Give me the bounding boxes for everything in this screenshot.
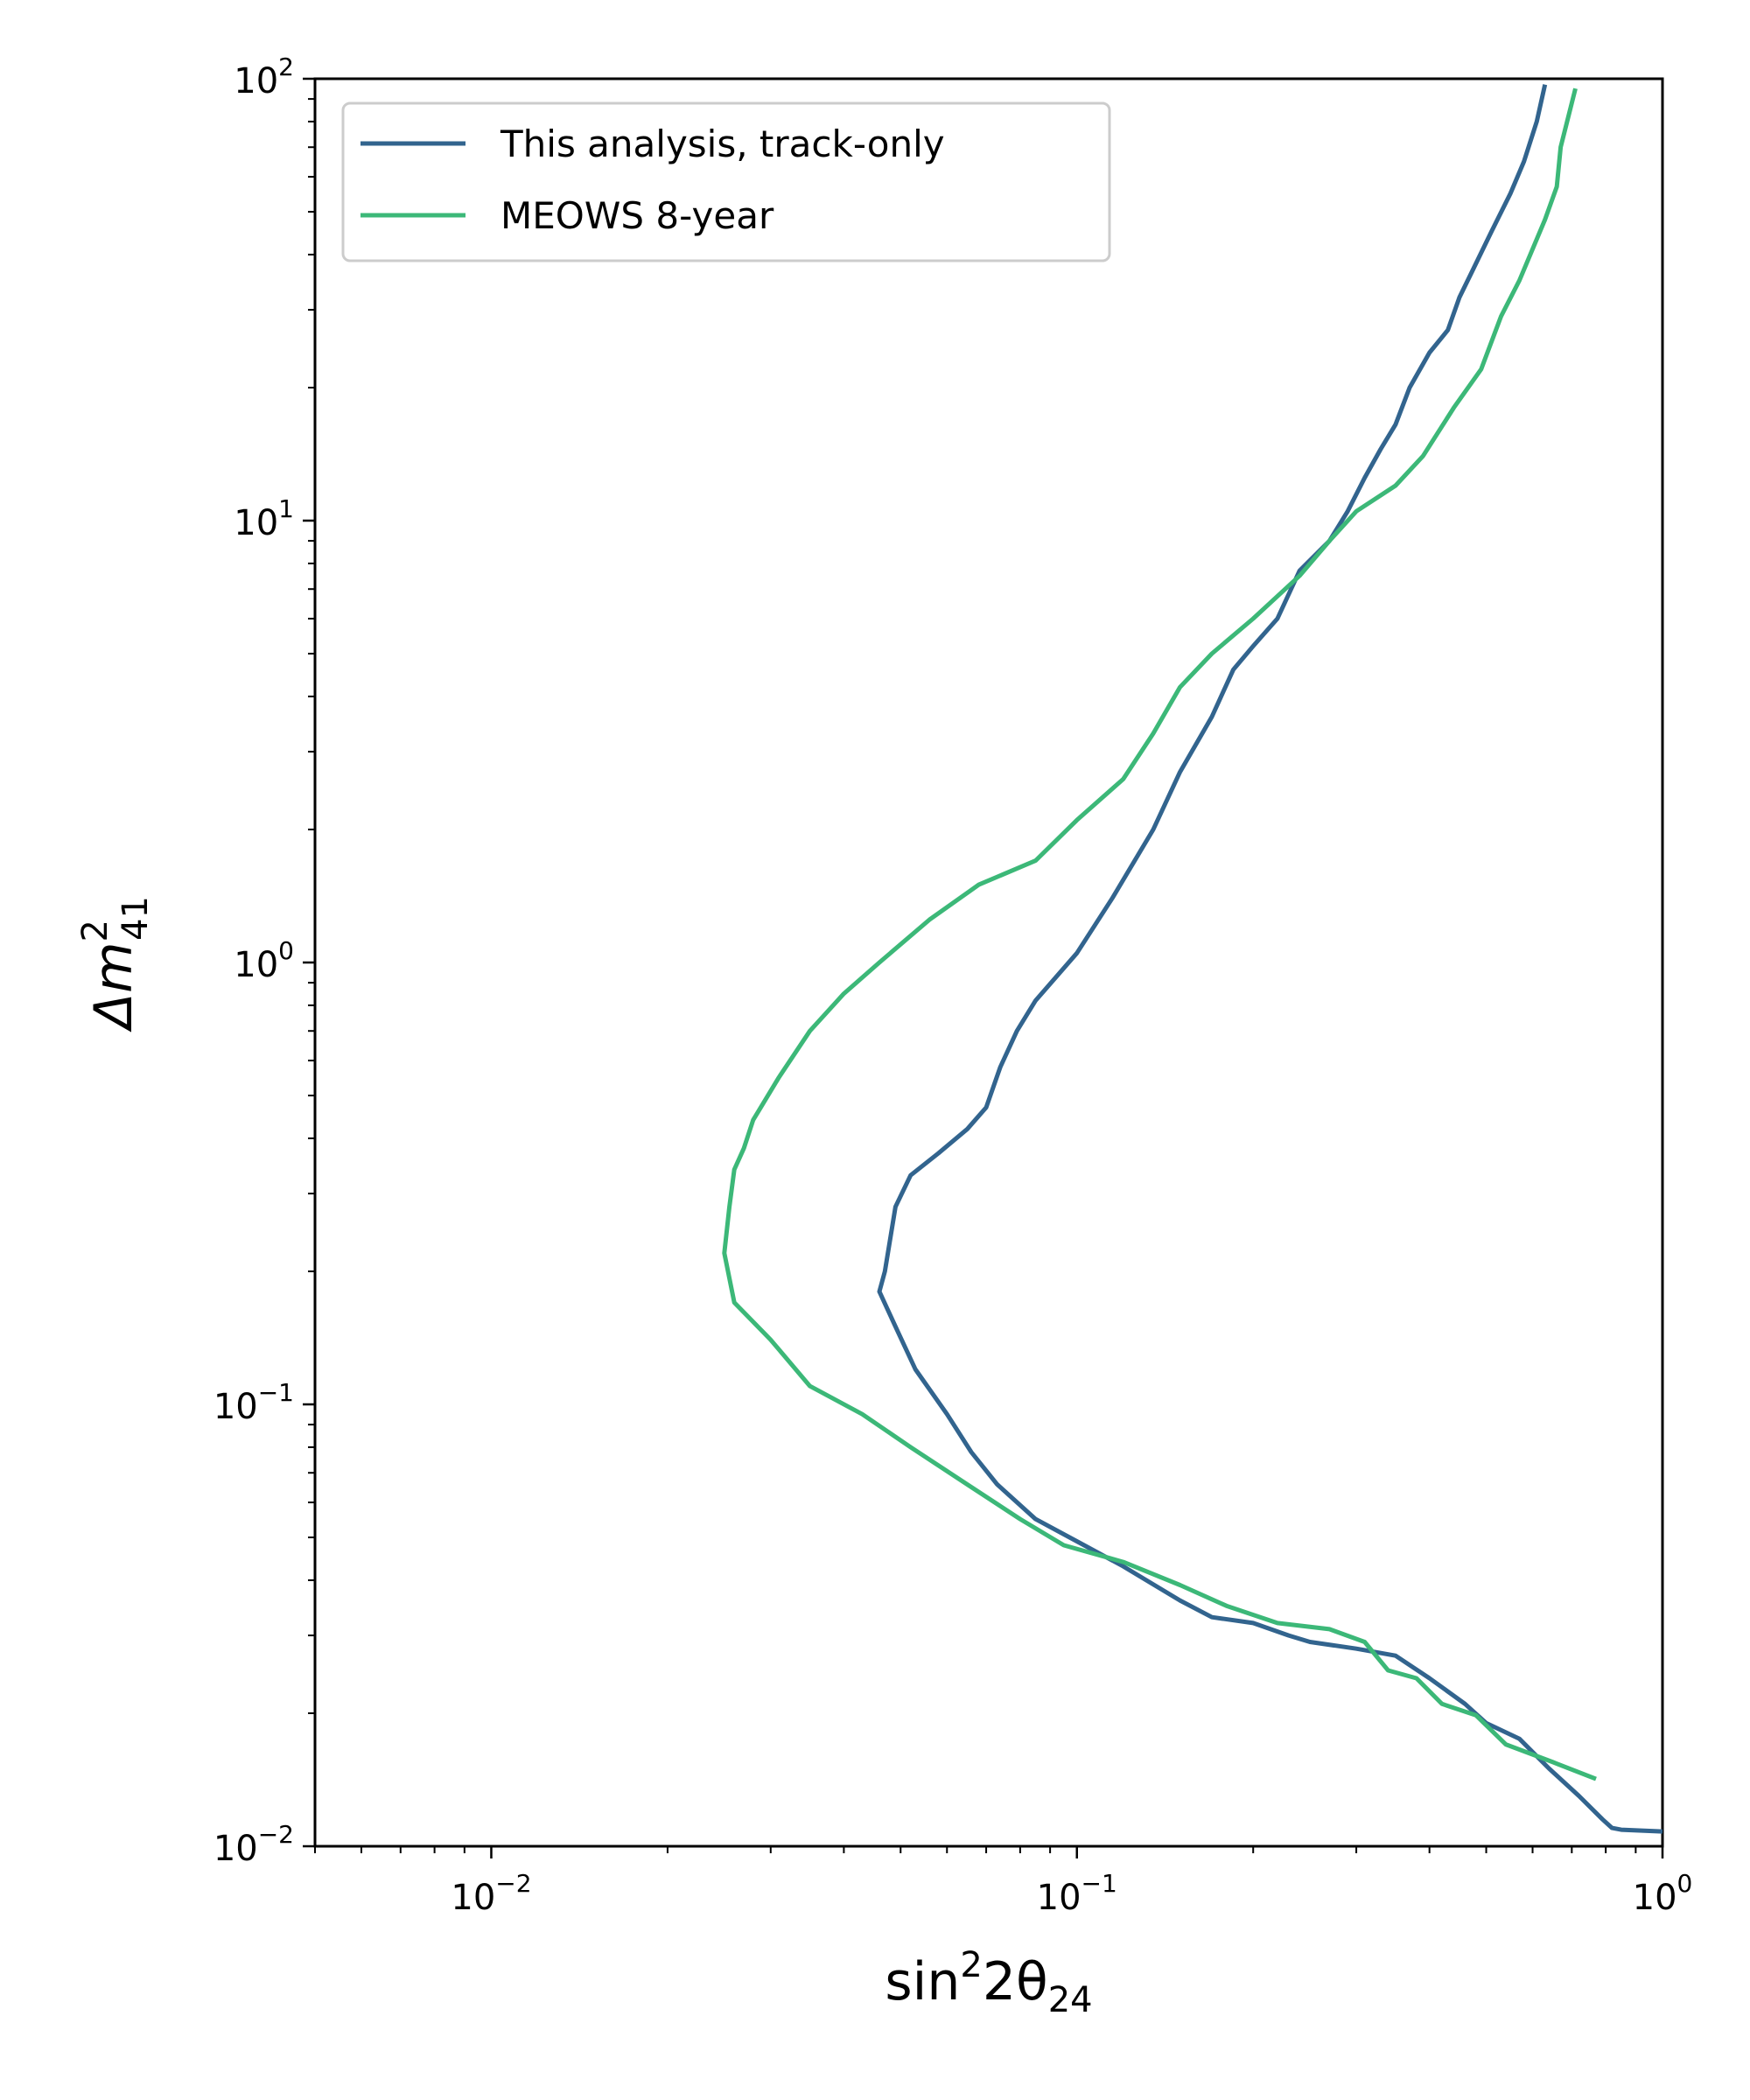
x-axis-label: sin22θ24 <box>885 1945 1092 2020</box>
legend-label-series-0: This analysis, track-only <box>500 122 945 165</box>
y-tick-label: 102 <box>234 52 294 102</box>
series-line-0 <box>877 84 1663 1834</box>
series-line-1 <box>722 88 1597 1782</box>
y-tick-label: 10−2 <box>214 1820 294 1869</box>
y-axis-label: Δm241 <box>75 896 156 1032</box>
x-tick-label: 10−2 <box>451 1869 531 1918</box>
legend-label-series-1: MEOWS 8-year <box>500 194 774 237</box>
tick-layer: 10−2 10−1 100 10−2 10−1 100 101 102 <box>214 52 1693 1918</box>
y-tick-label: 100 <box>234 936 294 985</box>
x-tick-label: 10−1 <box>1037 1869 1117 1918</box>
y-tick-label: 10−1 <box>214 1378 294 1427</box>
y-tick-label: 101 <box>234 494 294 543</box>
series-layer <box>722 84 1663 1834</box>
legend-box <box>341 102 1111 262</box>
legend: This analysis, track-only MEOWS 8-year <box>341 102 1111 262</box>
x-tick-label: 100 <box>1633 1869 1693 1918</box>
